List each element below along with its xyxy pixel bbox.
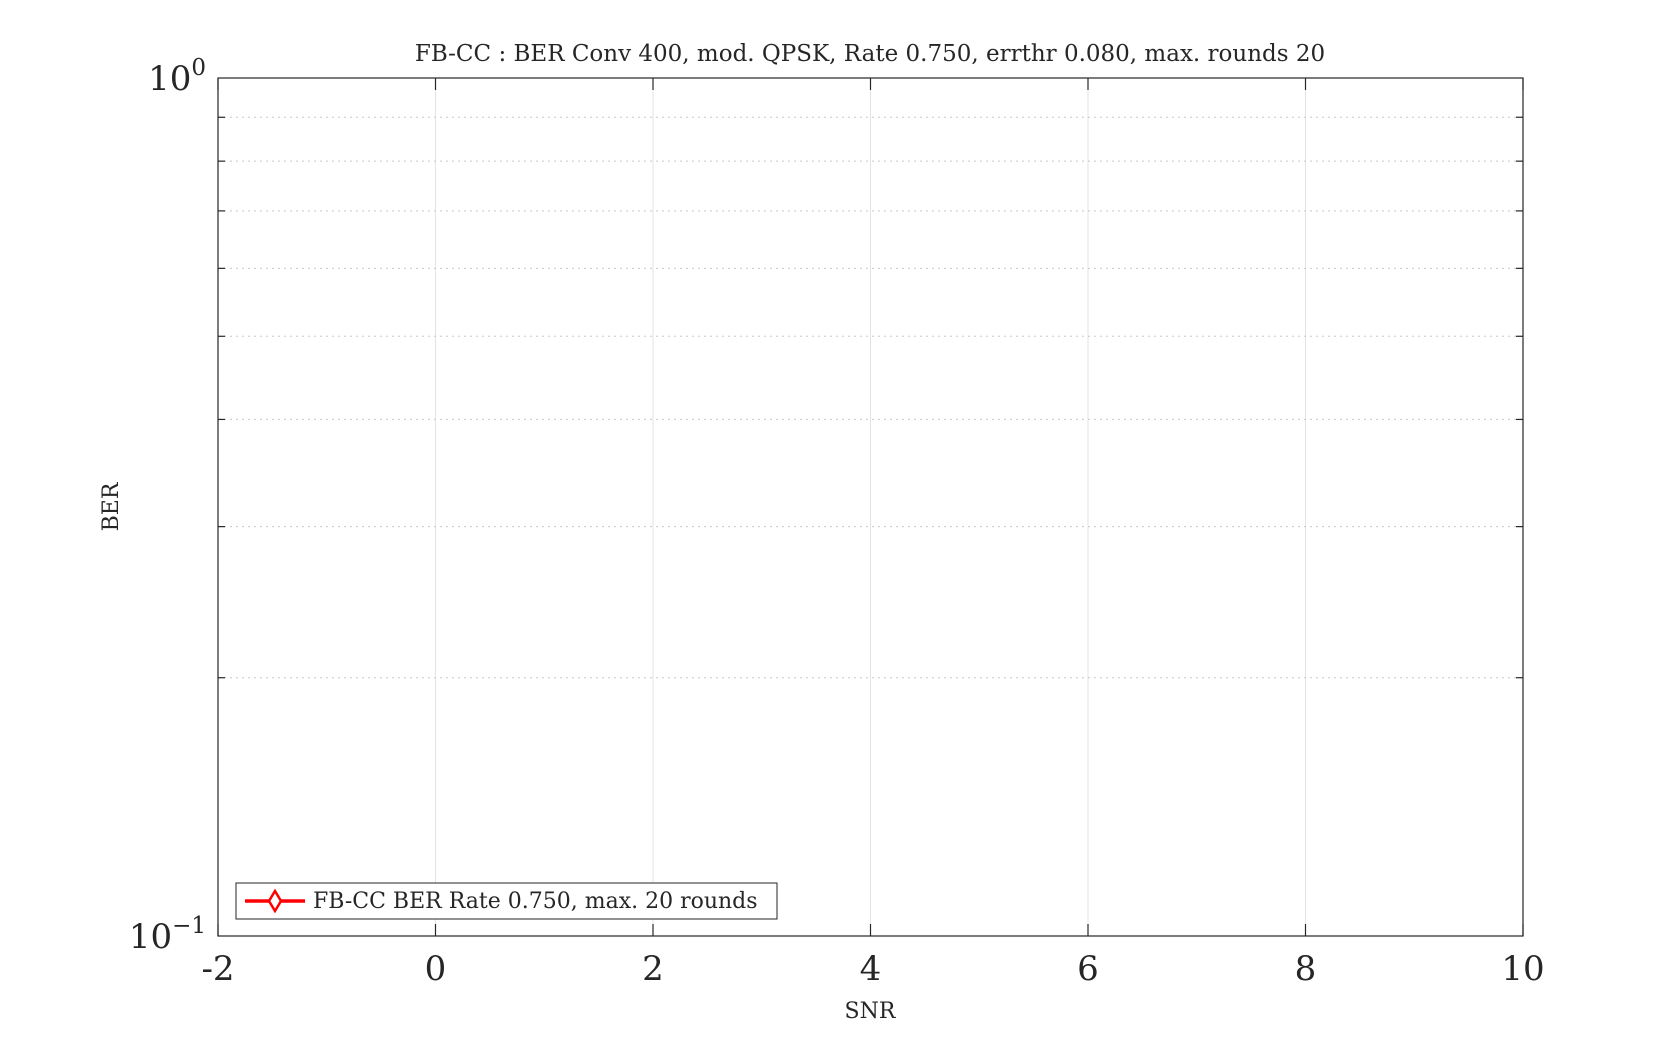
grid xyxy=(218,78,1523,936)
plot-border xyxy=(217,77,1524,937)
y-tick-label: 100 xyxy=(148,55,206,99)
legend: FB-CC BER Rate 0.750, max. 20 rounds xyxy=(235,882,778,920)
x-tick-labels: -2 0 2 4 6 8 10 xyxy=(201,949,1544,989)
y-axis-label: BER xyxy=(99,481,124,531)
legend-diamond-marker xyxy=(267,888,283,914)
x-axis-label: SNR xyxy=(845,999,897,1024)
y-tick-base: 10 xyxy=(148,59,191,99)
y-tick-base: 10 xyxy=(129,917,172,957)
y-tick-exponent: −1 xyxy=(172,913,206,939)
x-tick-label: 2 xyxy=(642,949,664,989)
x-tick-label: 10 xyxy=(1501,949,1544,989)
x-tick-label: 8 xyxy=(1295,949,1317,989)
chart-title: FB-CC : BER Conv 400, mod. QPSK, Rate 0.… xyxy=(415,41,1325,67)
x-tick-label: 0 xyxy=(425,949,447,989)
x-tick-label: 4 xyxy=(860,949,882,989)
x-tick-label: -2 xyxy=(201,949,234,989)
y-tick-label: 10−1 xyxy=(129,913,206,957)
x-tick-label: 6 xyxy=(1077,949,1099,989)
legend-entry-label: FB-CC BER Rate 0.750, max. 20 rounds xyxy=(313,889,758,914)
legend-box xyxy=(235,882,778,920)
y-tick-exponent: 0 xyxy=(191,55,206,81)
